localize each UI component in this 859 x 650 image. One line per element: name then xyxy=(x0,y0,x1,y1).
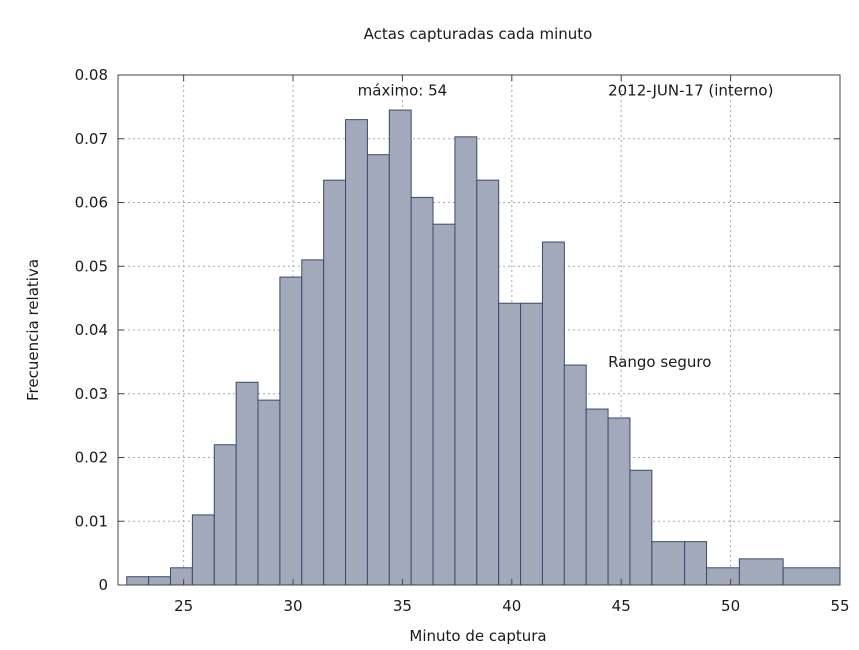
histogram-bar xyxy=(563,364,587,586)
histogram-bar xyxy=(607,417,631,586)
histogram-bar xyxy=(279,276,303,586)
histogram-bar xyxy=(651,541,686,586)
histogram-bar xyxy=(629,469,653,586)
histogram-bar xyxy=(738,558,784,586)
x-tick-label: 25 xyxy=(174,597,193,615)
y-tick-label: 0 xyxy=(98,576,108,594)
y-axis-label: Frecuencia relativa xyxy=(24,259,42,401)
y-tick-labels: 0 0.01 0.02 0.03 0.04 0.05 0.06 0.07 0.08 xyxy=(75,66,108,594)
histogram-bar xyxy=(684,541,708,586)
x-tick-label: 45 xyxy=(612,597,631,615)
histogram-bar xyxy=(213,444,237,586)
histogram-bar xyxy=(235,381,259,586)
y-tick-label: 0.07 xyxy=(75,130,108,148)
histogram-bar xyxy=(366,154,390,586)
histogram-bar xyxy=(541,241,565,586)
x-tick-label: 30 xyxy=(283,597,302,615)
y-tick-label: 0.03 xyxy=(75,385,108,403)
histogram-bar xyxy=(170,567,193,586)
histogram-bar xyxy=(432,223,456,586)
y-tick-label: 0.08 xyxy=(75,66,108,84)
histogram-bar xyxy=(585,408,609,586)
ticks-layer xyxy=(118,74,841,586)
x-tick-label: 55 xyxy=(830,597,849,615)
histogram-bar xyxy=(388,109,412,586)
y-tick-label: 0.04 xyxy=(75,321,108,339)
chart-annotation: 2012-JUN-17 (interno) xyxy=(608,81,773,99)
x-tick-label: 35 xyxy=(393,597,412,615)
x-tick-labels: 25 30 35 40 45 50 55 xyxy=(174,597,849,615)
x-tick-label: 40 xyxy=(502,597,521,615)
histogram-bar xyxy=(148,576,172,586)
y-tick-label: 0.02 xyxy=(75,449,108,467)
histogram-bar xyxy=(257,399,281,586)
y-tick-label: 0.06 xyxy=(75,194,108,212)
histogram-bar xyxy=(498,302,522,586)
histogram-bar xyxy=(410,196,434,586)
histogram-bar xyxy=(191,514,215,586)
chart-annotation: Rango seguro xyxy=(608,353,711,371)
chart-title: Actas capturadas cada minuto xyxy=(364,25,593,43)
histogram-bar xyxy=(454,136,478,586)
bars-layer xyxy=(126,109,841,586)
histogram-bar xyxy=(345,119,368,586)
annotations-layer: máximo: 54 2012-JUN-17 (interno) Rango seg… xyxy=(358,81,774,371)
y-tick-label: 0.01 xyxy=(75,512,108,530)
histogram-bar xyxy=(706,567,740,586)
histogram-bar xyxy=(782,567,841,586)
histogram-bar xyxy=(126,576,150,586)
chart-annotation: máximo: 54 xyxy=(358,81,448,99)
histogram-bar xyxy=(520,302,543,586)
x-axis-label: Minuto de captura xyxy=(409,627,546,645)
histogram-bar xyxy=(476,179,500,586)
y-tick-label: 0.05 xyxy=(75,257,108,275)
x-tick-label: 50 xyxy=(721,597,740,615)
histogram-bar xyxy=(323,179,347,586)
histogram-bar xyxy=(301,259,325,586)
